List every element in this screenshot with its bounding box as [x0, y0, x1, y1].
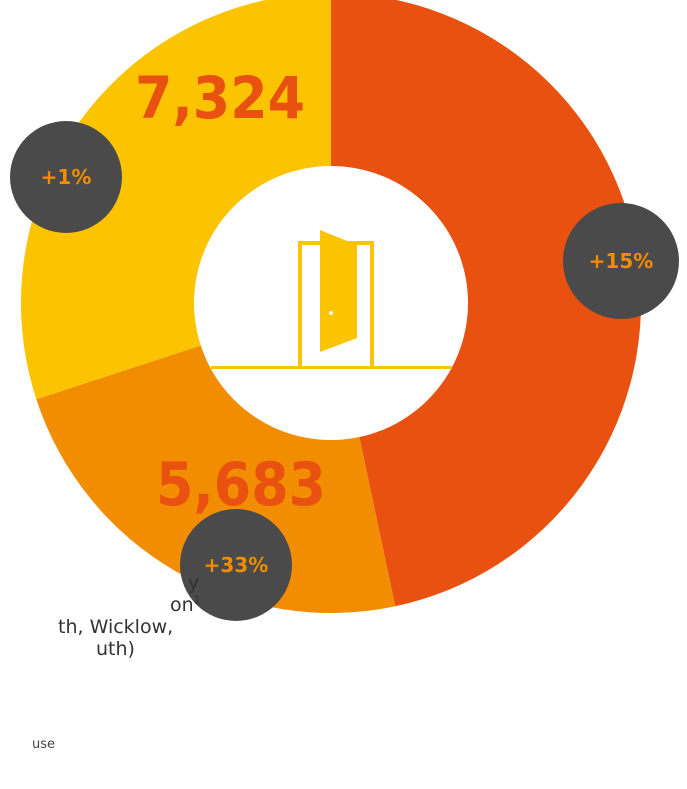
legend-text: y on1 th, Wicklow, uth) [0, 572, 200, 660]
change-badge-text: +33% [204, 553, 269, 577]
change-badge-1: +15% [563, 203, 679, 319]
legend-line-2: on1 [0, 594, 200, 616]
change-badge-text: +1% [41, 165, 92, 189]
legend-footnote-marker: 1 [193, 594, 200, 607]
change-badge-circle [10, 121, 122, 233]
change-badge-text: +15% [589, 249, 654, 273]
change-badge-circle [180, 509, 292, 621]
segment-labels: 11,387 5,683 7,324 [135, 64, 530, 520]
change-badge-3: +1% [10, 121, 122, 233]
open-door-icon [211, 230, 452, 369]
donut-segment-1 [331, 0, 641, 607]
segment-value-label-1: 11,387 [334, 64, 530, 132]
segment-value-label-2: 5,683 [156, 450, 326, 520]
footnote-text: use [32, 737, 56, 752]
change-badge-circle [563, 203, 679, 319]
legend-line-1: y [188, 572, 200, 594]
legend-line-4: uth) [96, 638, 135, 660]
segment-value-label-3: 7,324 [135, 64, 305, 132]
change-badge-2: +33% [180, 509, 292, 621]
change-badges: +15% +33% +1% [10, 121, 679, 621]
legend-line-3: th, Wicklow, [58, 616, 174, 638]
legend-line-2-text: on [170, 594, 194, 616]
